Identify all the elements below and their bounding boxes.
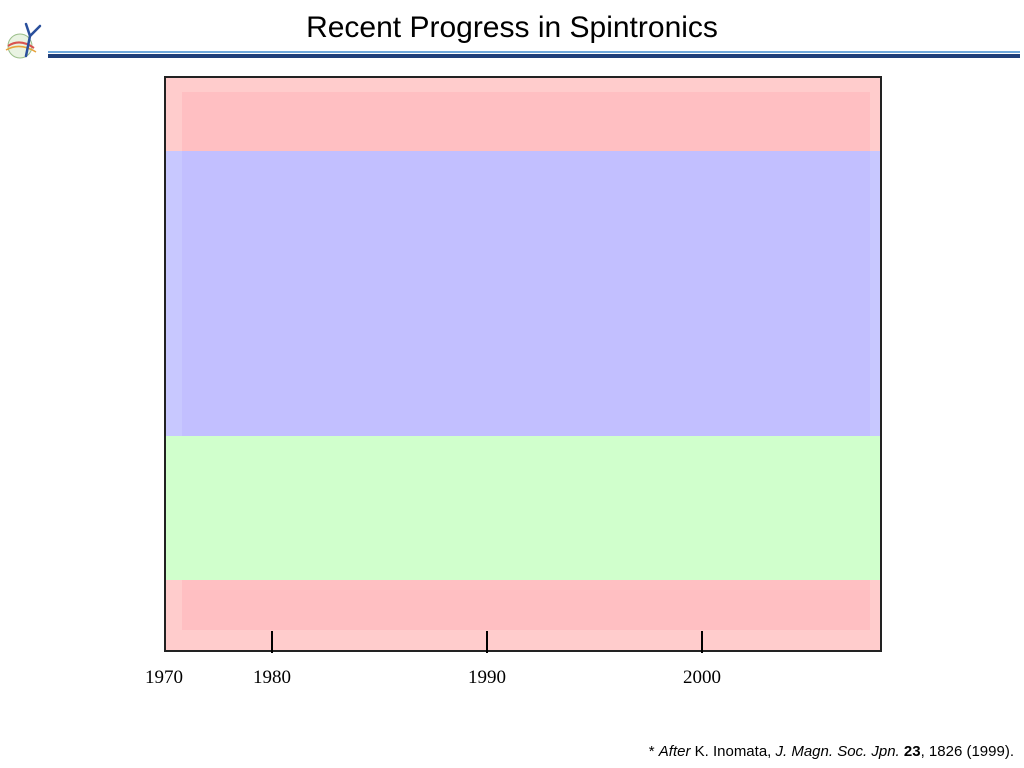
year-label: 1970 [145,667,183,688]
y-logo-icon [0,16,48,64]
citation-authors: K. Inomata, [690,743,776,760]
band-bottom-red-inner [182,580,870,630]
year-label: 2000 [683,667,721,688]
year-label: 1990 [468,667,506,688]
tick-2000 [701,631,703,653]
page-title: Recent Progress in Spintronics [306,11,718,44]
band-top-red-inner [182,92,870,152]
band-blue-inner [182,151,870,437]
header-rule-thick [48,54,1020,58]
timeline-panel [164,76,882,652]
tick-1990 [486,631,488,653]
citation-after: After [658,743,691,760]
header-rule-thin [48,51,1020,53]
citation-volume: 23 [903,743,921,760]
citation-journal: J. Magn. Soc. Jpn. [775,743,900,760]
band-green [166,436,880,582]
citation-rest: , 1826 (1999). [920,743,1014,760]
citation: * After K. Inomata, J. Magn. Soc. Jpn. 2… [649,743,1014,760]
tick-1980 [271,631,273,653]
year-label: 1980 [253,667,291,688]
citation-prefix: * [648,743,659,760]
